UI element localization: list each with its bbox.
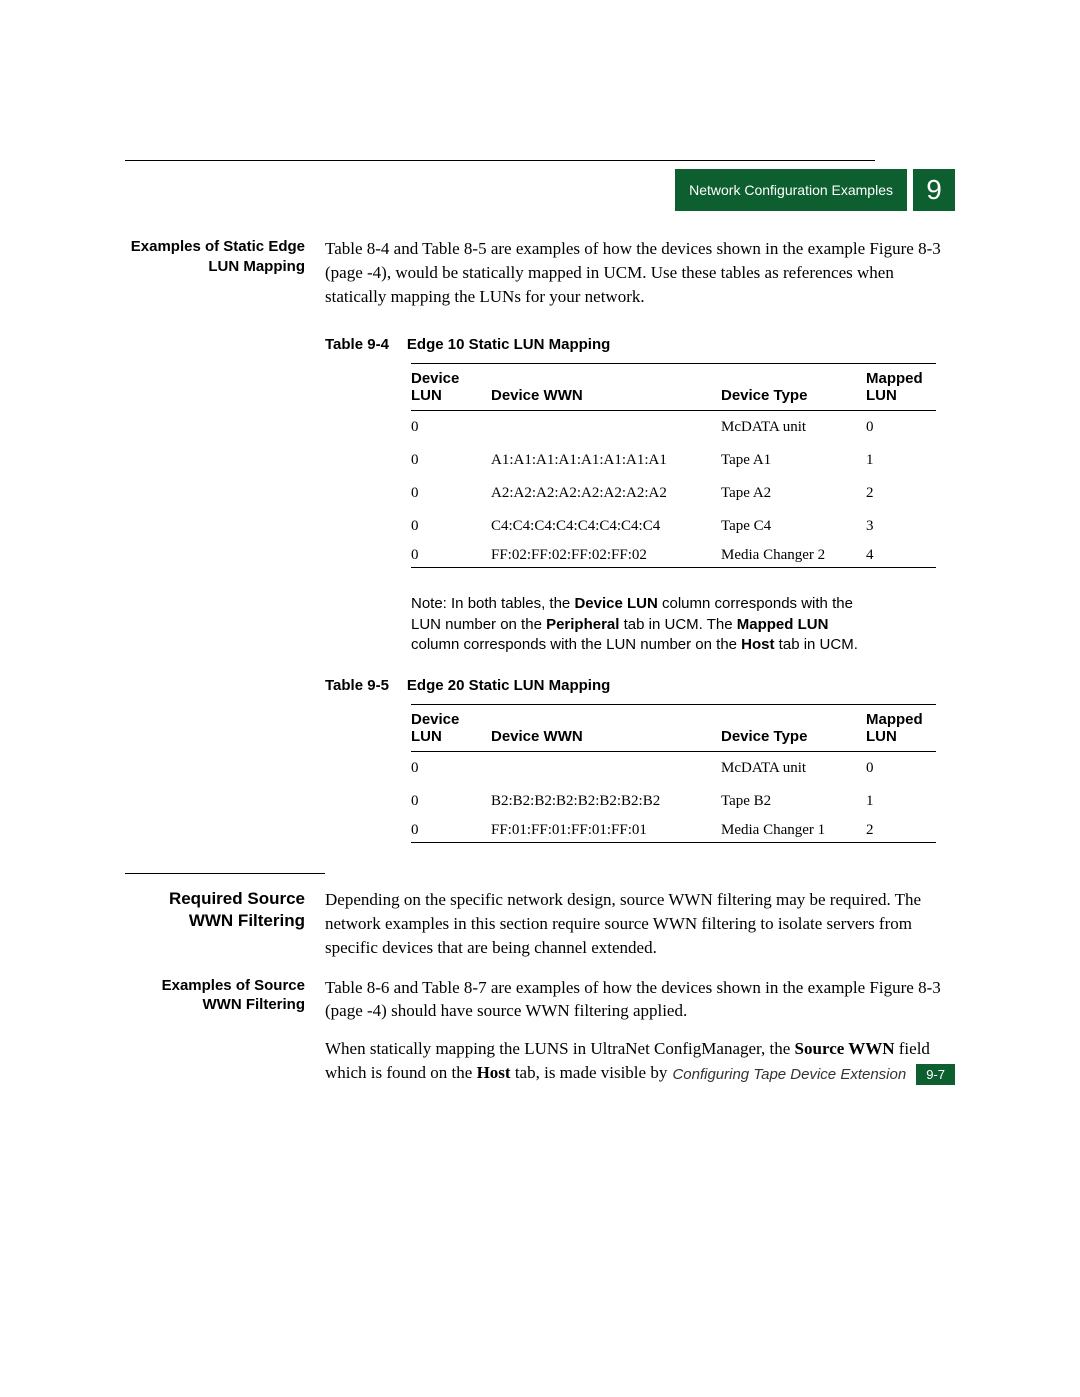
table-row: 0McDATA unit0 [411,752,936,786]
chapter-number-badge: 9 [913,169,955,211]
cell-wwn: B2:B2:B2:B2:B2:B2:B2:B2 [491,785,721,818]
table-row: 0McDATA unit0 [411,411,936,445]
cell-lun: 0 [411,543,491,568]
cell-lun: 0 [411,477,491,510]
body-static-mapping: Table 8-4 and Table 8-5 are examples of … [325,237,955,308]
table-number: Table 9-4 [325,336,389,353]
page-content: Network Configuration Examples 9 Example… [125,160,955,1085]
cell-lun: 0 [411,752,491,786]
table-9-5-block: Table 9-5 Edge 20 Static LUN Mapping Devi… [325,677,955,843]
table-row: 0C4:C4:C4:C4:C4:C4:C4:C4Tape C43 [411,510,936,543]
page-footer: Configuring Tape Device Extension 9-7 [125,1064,955,1085]
cell-type: Tape A1 [721,444,866,477]
cell-wwn: C4:C4:C4:C4:C4:C4:C4:C4 [491,510,721,543]
cell-mapped: 4 [866,543,936,568]
th-mapped-lun: MappedLUN [866,705,936,752]
cell-wwn [491,752,721,786]
th-device-lun: DeviceLUN [411,705,491,752]
top-rule [125,160,875,161]
cell-mapped: 0 [866,752,936,786]
cell-wwn: A1:A1:A1:A1:A1:A1:A1:A1 [491,444,721,477]
th-device-type: Device Type [721,364,866,411]
table-9-4-caption: Table 9-4 Edge 10 Static LUN Mapping [325,336,955,353]
table-row: 0B2:B2:B2:B2:B2:B2:B2:B2Tape B21 [411,785,936,818]
cell-lun: 0 [411,785,491,818]
cell-type: Media Changer 2 [721,543,866,568]
table-row: 0A1:A1:A1:A1:A1:A1:A1:A1Tape A11 [411,444,936,477]
body-required-source: Depending on the specific network design… [325,888,955,959]
header-section-title: Network Configuration Examples [675,169,907,211]
cell-mapped: 1 [866,785,936,818]
table-title: Edge 20 Static LUN Mapping [407,677,610,694]
cell-type: Tape B2 [721,785,866,818]
th-mapped-lun: MappedLUN [866,364,936,411]
section-static-mapping: Examples of Static Edge LUN Mapping Tabl… [125,237,955,308]
footer-title: Configuring Tape Device Extension [672,1066,906,1083]
cell-type: Media Changer 1 [721,818,866,843]
cell-lun: 0 [411,818,491,843]
cell-lun: 0 [411,510,491,543]
table-9-4-block: Table 9-4 Edge 10 Static LUN Mapping Devi… [325,336,955,568]
cell-mapped: 2 [866,818,936,843]
table-row: 0FF:01:FF:01:FF:01:FF:01Media Changer 12 [411,818,936,843]
cell-wwn [491,411,721,445]
cell-type: McDATA unit [721,752,866,786]
table-row: 0FF:02:FF:02:FF:02:FF:02Media Changer 24 [411,543,936,568]
th-device-wwn: Device WWN [491,364,721,411]
cell-wwn: A2:A2:A2:A2:A2:A2:A2:A2 [491,477,721,510]
cell-wwn: FF:01:FF:01:FF:01:FF:01 [491,818,721,843]
cell-lun: 0 [411,444,491,477]
cell-wwn: FF:02:FF:02:FF:02:FF:02 [491,543,721,568]
table-row: 0A2:A2:A2:A2:A2:A2:A2:A2Tape A22 [411,477,936,510]
side-label-static-mapping: Examples of Static Edge LUN Mapping [125,237,325,308]
section-divider [125,873,325,874]
th-device-type: Device Type [721,705,866,752]
table-9-4: DeviceLUN Device WWN Device Type MappedL… [411,363,936,568]
body-source-filtering-p1: Table 8-6 and Table 8-7 are examples of … [325,976,955,1024]
section-required-source: Required Source WWN Filtering Depending … [125,888,955,959]
cell-type: Tape C4 [721,510,866,543]
cell-mapped: 0 [866,411,936,445]
th-device-lun: DeviceLUN [411,364,491,411]
side-label-required-source: Required Source WWN Filtering [125,888,325,959]
cell-type: Tape A2 [721,477,866,510]
table-9-5-caption: Table 9-5 Edge 20 Static LUN Mapping [325,677,955,694]
footer-page-number: 9-7 [916,1064,955,1085]
note-block: Note: In both tables, the Device LUN col… [411,594,871,655]
table-title: Edge 10 Static LUN Mapping [407,336,610,353]
cell-lun: 0 [411,411,491,445]
cell-mapped: 2 [866,477,936,510]
cell-type: McDATA unit [721,411,866,445]
page-header: Network Configuration Examples 9 [125,169,955,211]
table-number: Table 9-5 [325,677,389,694]
th-device-wwn: Device WWN [491,705,721,752]
cell-mapped: 3 [866,510,936,543]
cell-mapped: 1 [866,444,936,477]
table-9-5: DeviceLUN Device WWN Device Type MappedL… [411,704,936,843]
